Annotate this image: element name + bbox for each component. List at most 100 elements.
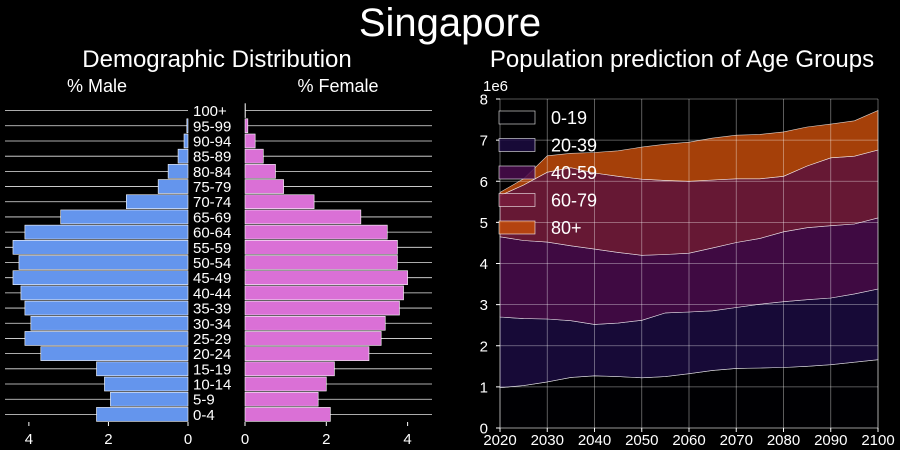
male-bar: [110, 391, 189, 407]
legend-label: 20-39: [551, 136, 597, 156]
legend-label: 80+: [551, 218, 582, 238]
pyramid-title: Demographic Distribution: [82, 46, 351, 73]
population-pyramid: 0-45-910-1415-1920-2425-2930-3435-3940-4…: [5, 103, 432, 448]
figure-title: Singapore: [359, 1, 541, 45]
male-bar: [24, 331, 189, 346]
y-tick-label: 8: [480, 92, 488, 109]
legend-label: 60-79: [551, 191, 597, 211]
male-bar: [24, 300, 189, 316]
male-bar: [157, 179, 189, 194]
age-group-label: 70-74: [193, 194, 231, 211]
x-tick-label: 2050: [625, 432, 658, 449]
female-panel-title: % Female: [297, 76, 378, 96]
area-chart: 0 1 2 3 4 5 6 7 8 2020 2030 2040 2050 2060 2070 2080 209…: [480, 92, 895, 450]
age-group-label: 80-84: [193, 164, 231, 181]
male-bar: [126, 194, 189, 210]
female-x-tick-label: 4: [403, 431, 411, 448]
x-tick-label: 2090: [814, 432, 847, 449]
age-group-label: 10-14: [193, 377, 231, 394]
legend-label: 0-19: [551, 108, 587, 128]
female-bar: [244, 209, 362, 225]
age-group-label: 15-19: [193, 361, 231, 378]
female-x-tick-label: 0: [241, 431, 249, 448]
female-bar: [244, 164, 276, 179]
age-group-label: 40-44: [193, 285, 231, 302]
female-bar: [244, 407, 331, 422]
male-x-tick-label: 0: [184, 431, 192, 448]
y-tick-label: 5: [480, 215, 488, 232]
female-bar: [244, 331, 382, 346]
age-group-label: 0-4: [193, 407, 215, 424]
legend-swatch: [498, 220, 536, 235]
x-tick-label: 2100: [861, 432, 894, 449]
age-group-label: 50-54: [193, 255, 231, 272]
male-x-tick-label: 4: [25, 431, 33, 448]
female-bar: [244, 240, 398, 255]
male-bar: [167, 164, 189, 179]
y-tick-label: 7: [480, 133, 488, 150]
x-tick-label: 2060: [672, 432, 705, 449]
legend-swatch: [498, 193, 536, 207]
female-bar: [244, 285, 404, 301]
male-bar: [20, 285, 189, 301]
male-bar: [104, 376, 189, 392]
age-group-label: 90-94: [193, 133, 231, 150]
legend-swatch: [498, 138, 536, 152]
y-tick-label: 0: [480, 421, 488, 438]
x-tick-label: 2070: [720, 432, 753, 449]
age-group-label: 100+: [193, 103, 227, 120]
female-bar: [244, 315, 386, 331]
male-x-tick-label: 2: [104, 431, 112, 448]
y-offset-label: 1e6: [483, 78, 508, 95]
age-group-label: 55-59: [193, 240, 231, 257]
male-bar: [24, 224, 189, 240]
age-group-label: 20-24: [193, 346, 231, 363]
age-group-label: 35-39: [193, 301, 231, 318]
y-tick-label: 1: [480, 379, 488, 396]
y-tick-label: 4: [480, 256, 488, 273]
x-tick-label: 2030: [531, 432, 564, 449]
age-group-label: 85-89: [193, 149, 231, 166]
x-tick-label: 2040: [578, 432, 611, 449]
female-bar: [244, 346, 370, 361]
x-tick-label: 2080: [767, 432, 800, 449]
legend-swatch: [498, 110, 536, 125]
age-group-label: 30-34: [193, 316, 231, 333]
male-panel-title: % Male: [67, 76, 127, 96]
female-bar: [244, 376, 327, 392]
male-bar: [183, 133, 189, 149]
male-bar: [12, 270, 189, 285]
female-bar: [244, 118, 249, 134]
y-tick-label: 2: [480, 338, 488, 355]
age-group-label: 95-99: [193, 118, 231, 135]
female-bar: [244, 300, 400, 316]
y-tick-label: 3: [480, 297, 488, 314]
legend-label: 40-59: [551, 163, 597, 183]
male-bar: [18, 255, 189, 270]
legend-swatch: [498, 165, 536, 180]
x-tick-label: 2020: [483, 432, 516, 449]
female-bar: [244, 270, 408, 285]
male-bar: [96, 407, 189, 422]
female-bar: [244, 255, 398, 270]
female-bar: [244, 391, 319, 407]
male-bar: [12, 240, 189, 255]
male-bar: [30, 315, 189, 331]
female-x-tick-label: 2: [322, 431, 330, 448]
female-bar: [244, 133, 256, 149]
age-group-label: 45-49: [193, 270, 231, 287]
female-bar: [244, 194, 315, 210]
male-bar: [186, 118, 189, 134]
age-group-label: 5-9: [193, 392, 215, 409]
female-bar: [244, 179, 284, 194]
area-chart-title: Population prediction of Age Groups: [490, 46, 874, 73]
female-bar: [244, 361, 335, 377]
male-bar: [60, 209, 189, 225]
male-bar: [177, 148, 189, 164]
age-group-label: 65-69: [193, 209, 231, 226]
female-bar: [244, 148, 264, 164]
area-series-80+: [499, 110, 879, 197]
male-bar: [40, 346, 189, 361]
age-group-label: 75-79: [193, 179, 231, 196]
